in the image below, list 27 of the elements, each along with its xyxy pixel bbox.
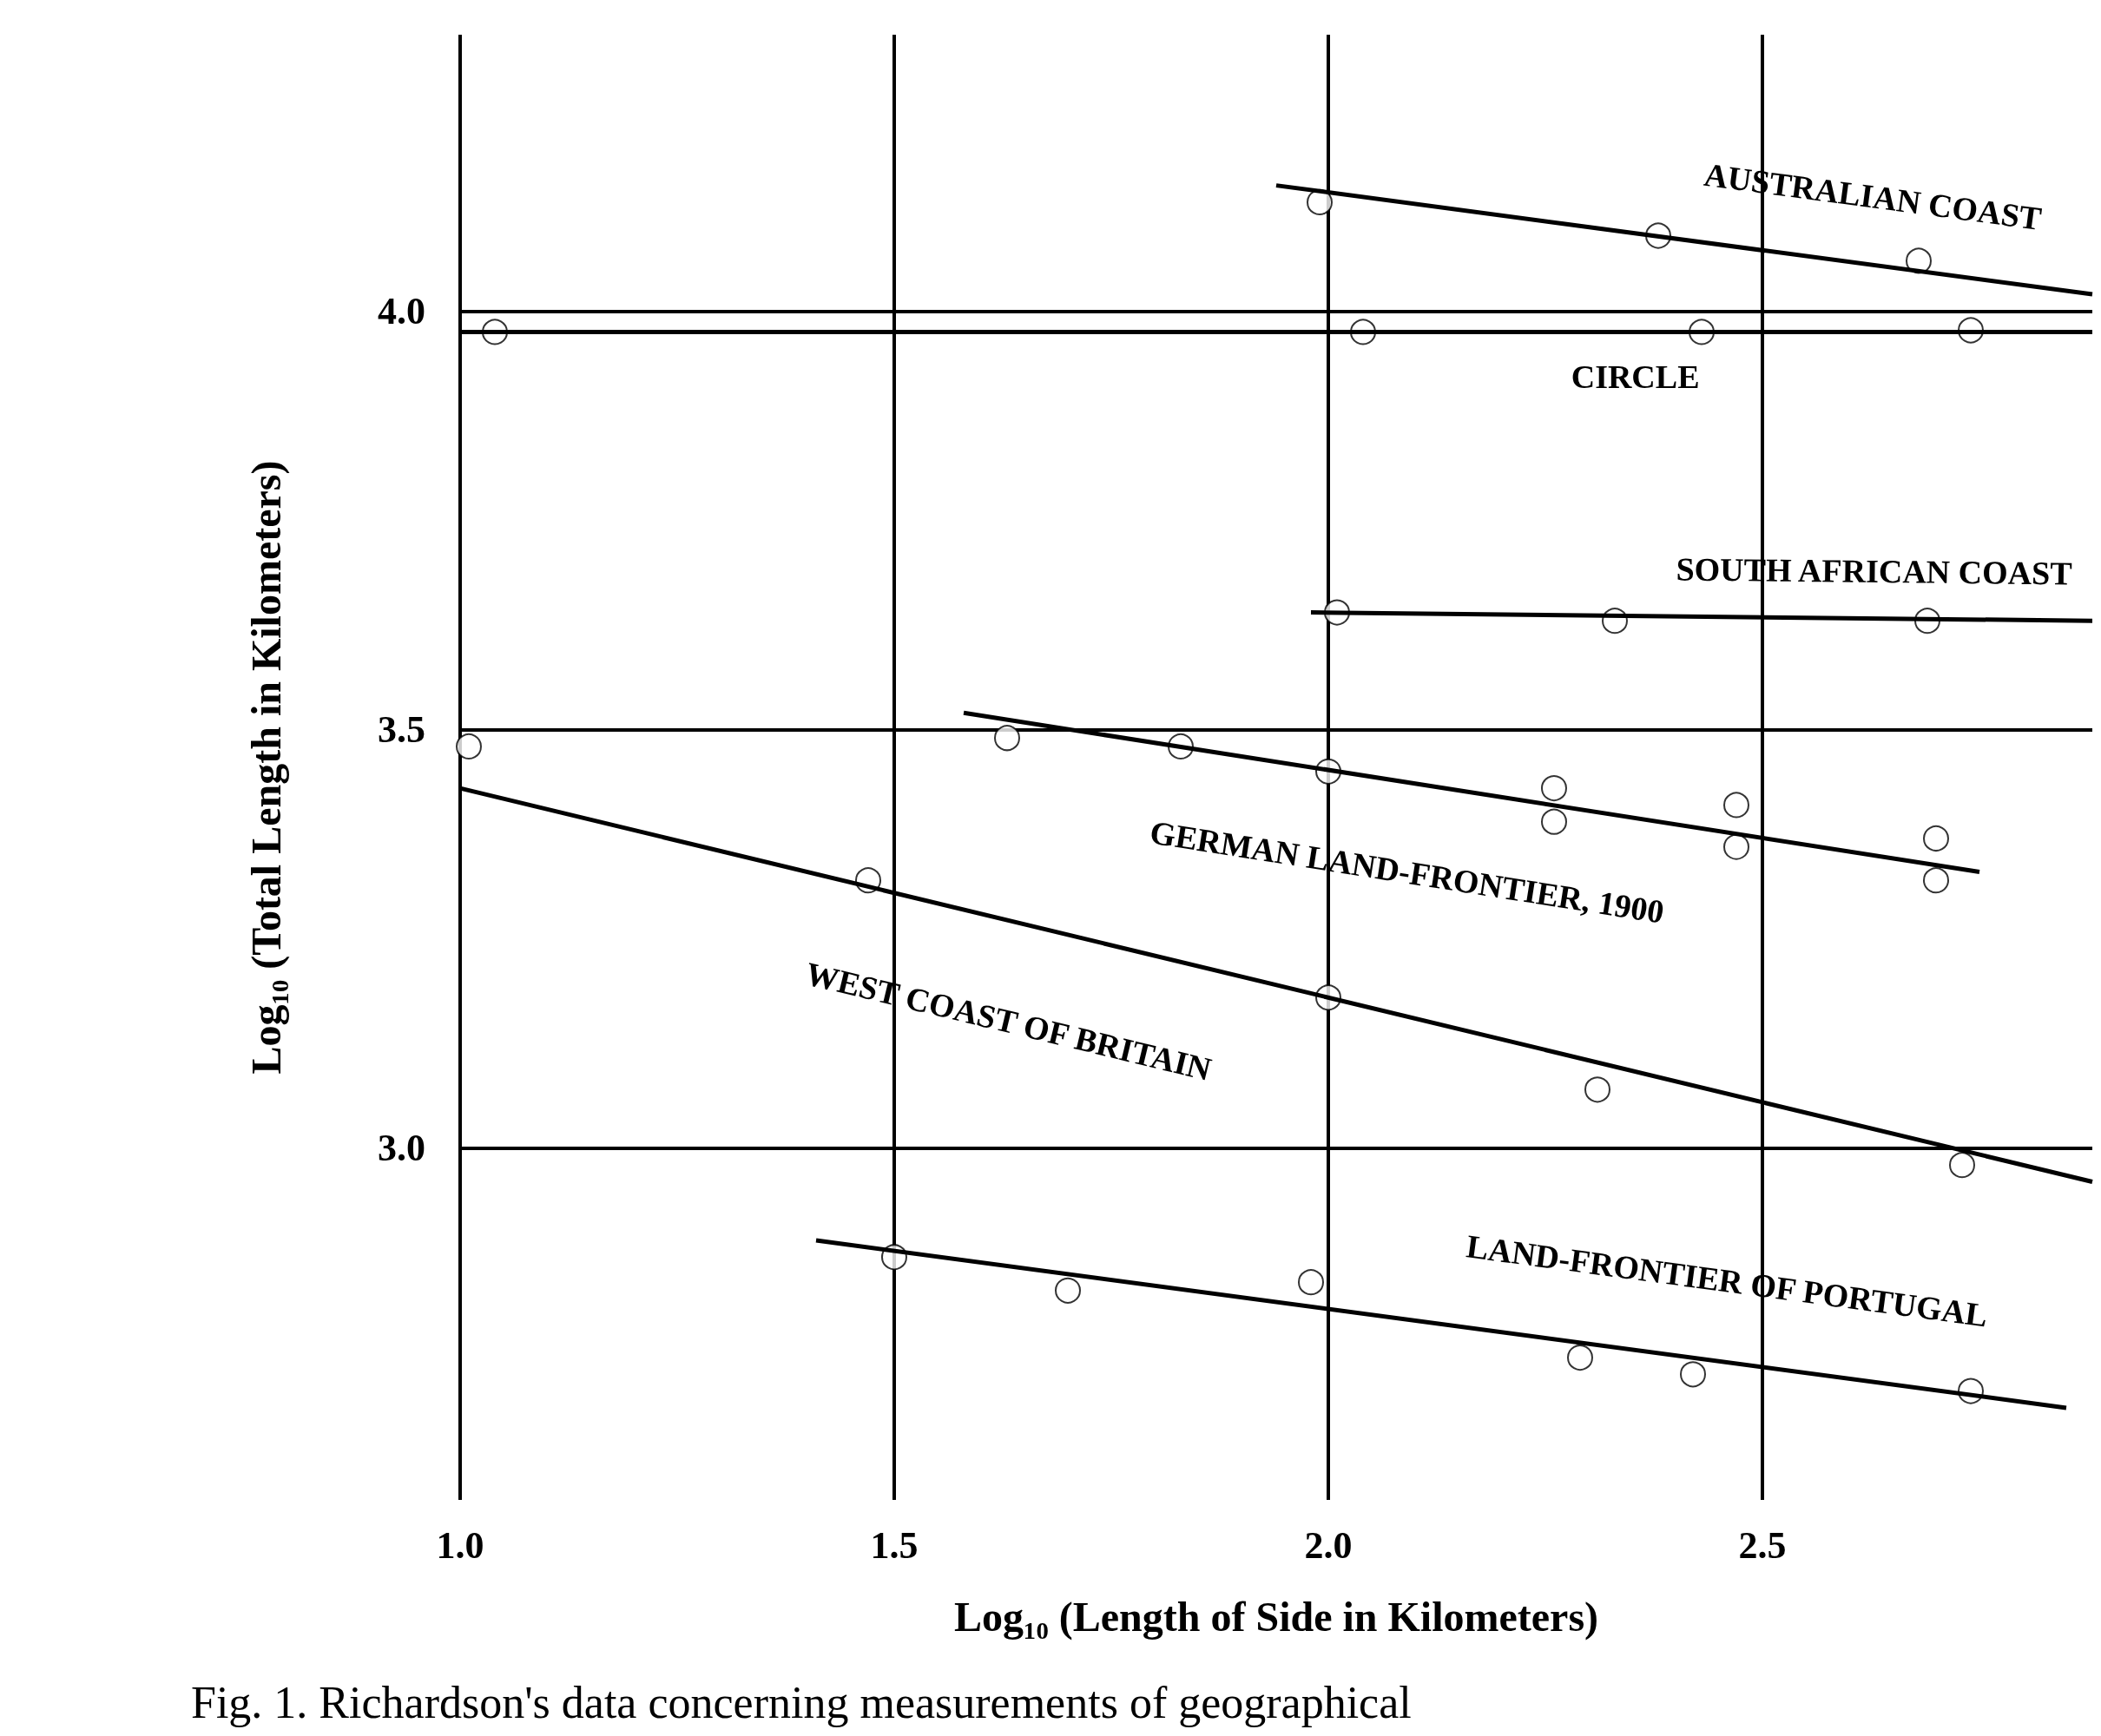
text: WEST COAST OF BRITAIN — [801, 955, 1215, 1088]
point — [1541, 808, 1567, 835]
series-label: CIRCLE — [1571, 358, 1700, 396]
point — [1567, 1345, 1593, 1371]
point — [1055, 1277, 1081, 1304]
x-tick-label: 1.0 — [436, 1523, 484, 1567]
x-tick-label: 2.5 — [1738, 1523, 1787, 1567]
point — [1680, 1361, 1706, 1388]
x-tick-label: 1.5 — [870, 1523, 919, 1567]
point — [1723, 792, 1749, 819]
x-axis-title: Log₁₀ (Length of Side in Kilometers) — [953, 1593, 1599, 1641]
caption: Fig. 1. Richardson's data concerning measurements of geographical — [191, 1677, 1412, 1727]
point — [456, 733, 482, 760]
point — [1298, 1269, 1324, 1296]
point — [1923, 825, 1949, 852]
x-tick-label: 2.0 — [1304, 1523, 1353, 1567]
y-tick-label: 3.0 — [378, 1127, 425, 1170]
point — [1541, 775, 1567, 802]
y-axis-title: Log₁₀ (Total Length in Kilometers) — [242, 460, 290, 1075]
y-tick-label: 3.5 — [378, 708, 425, 752]
point — [1949, 1152, 1975, 1179]
text: AUSTRALIAN COAST — [1702, 155, 2044, 238]
point — [1723, 833, 1749, 860]
point — [994, 725, 1020, 752]
y-tick-label: 4.0 — [378, 289, 425, 332]
point — [1584, 1076, 1610, 1103]
point — [1923, 867, 1949, 894]
